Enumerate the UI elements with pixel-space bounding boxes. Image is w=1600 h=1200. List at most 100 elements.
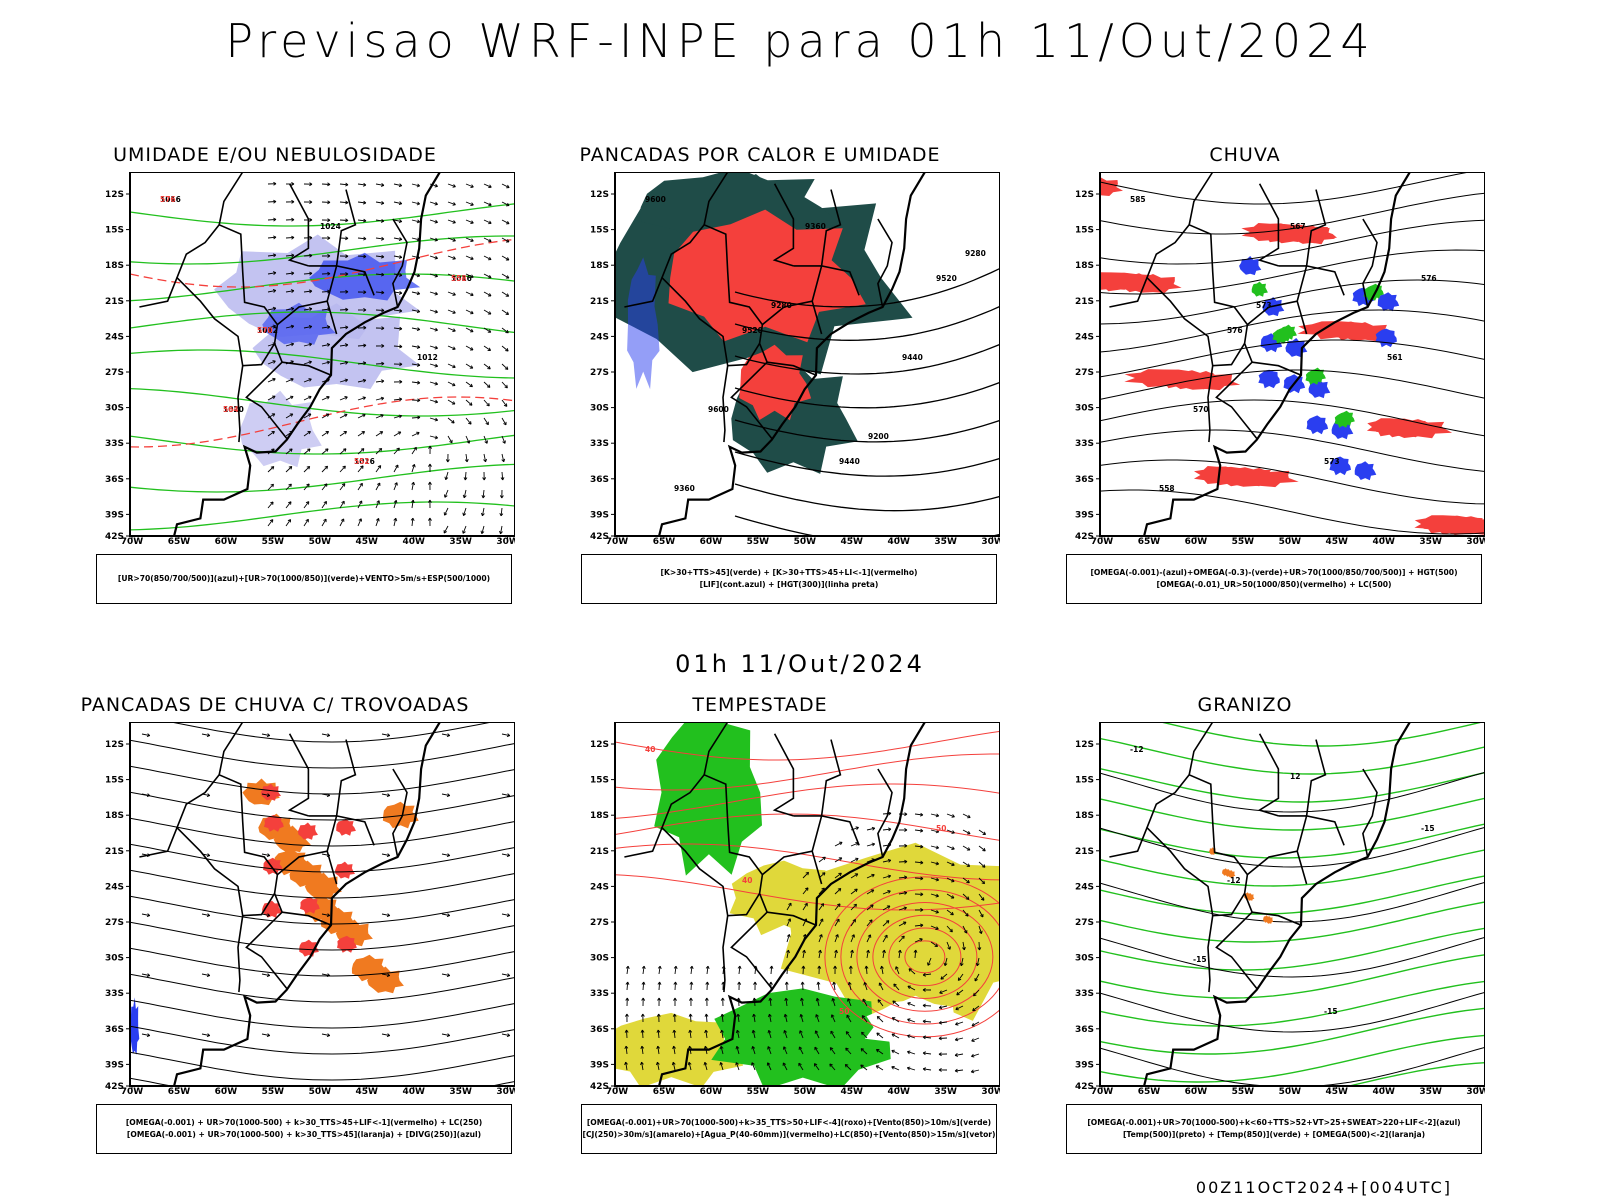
wind-vector — [339, 379, 348, 383]
wind-vector-head — [272, 288, 277, 293]
wind-vector-head — [641, 965, 646, 969]
wind-vector — [978, 845, 986, 852]
lat-label: 36S — [590, 1025, 609, 1035]
wind-vector-head — [398, 201, 403, 206]
wind-vector-head — [888, 827, 892, 832]
wind-vector — [501, 291, 509, 297]
wind-vector-head — [499, 513, 504, 517]
panel-pancadas-calor: PANCADAS POR CALOR E UMIDADE 9600 9520 944… — [540, 144, 1000, 622]
contour-line — [734, 451, 1000, 477]
wind-vector-head — [982, 847, 986, 852]
wind-vector — [447, 291, 456, 296]
wind-vector-head — [505, 239, 510, 243]
map-line — [772, 733, 795, 817]
wind-vector-head — [641, 997, 646, 1001]
wind-vector-head — [482, 477, 487, 481]
lon-label: 35W — [934, 537, 957, 547]
map-frame — [1099, 722, 1485, 1087]
map-line — [139, 827, 178, 858]
wind-vector — [285, 254, 295, 257]
wind-vector — [955, 1021, 964, 1026]
panel-tempestade: TEMPESTADE 40 40 50 50 12S 15S 18S 21S 24S 27S 30S… — [540, 694, 1000, 1172]
wind-vector-head — [470, 238, 474, 243]
wind-vector-head — [363, 182, 367, 187]
wind-vector-head — [673, 981, 678, 985]
wind-vector — [818, 887, 825, 895]
wind-vector-head — [487, 329, 492, 333]
wind-vector-head — [878, 982, 883, 986]
wind-vector-head — [831, 998, 836, 1002]
panel-pancadas-trovoadas: PANCADAS DE CHUVA C/ TROVOADAS 12S 15S 18S… — [55, 694, 515, 1172]
lat-label: 36S — [1075, 1025, 1094, 1035]
lon-label: 40W — [887, 1087, 910, 1097]
wind-vector-head — [880, 965, 884, 970]
contour-line — [1100, 1007, 1485, 1055]
wind-vector-head — [965, 913, 969, 917]
wind-vector-head — [463, 477, 468, 481]
wind-vector-head — [449, 439, 453, 444]
wind-vector — [303, 361, 312, 365]
wind-vector-head — [782, 1062, 787, 1066]
wind-vector-head — [451, 420, 455, 424]
lon-label: 65W — [168, 1087, 191, 1097]
contour-line — [615, 783, 1000, 819]
wind-vector-head — [434, 201, 438, 206]
wind-vector-head — [505, 329, 509, 334]
map-line — [877, 218, 893, 308]
wind-vector — [339, 219, 349, 221]
wind-vector — [285, 413, 294, 419]
wind-vector-head — [272, 377, 276, 382]
shaded-area — [1305, 369, 1322, 385]
contour-label: 9360 — [674, 484, 695, 493]
wind-vector-head — [344, 360, 349, 365]
map-line — [237, 915, 244, 993]
wind-vector — [261, 733, 270, 737]
wind-vector-head — [897, 949, 902, 954]
wind-vector-head — [966, 879, 970, 884]
map-line — [772, 183, 795, 267]
wind-vector-head — [434, 399, 439, 404]
wind-vector-head — [875, 1065, 880, 1069]
wind-vector — [768, 1014, 772, 1023]
shaded-area — [711, 988, 891, 1086]
wind-vector-head — [345, 272, 349, 276]
wind-vector-head — [871, 826, 876, 831]
wind-vector-head — [640, 1045, 645, 1049]
wind-vector — [267, 466, 275, 473]
wind-vector — [782, 1062, 788, 1071]
wind-vector — [261, 1033, 270, 1037]
wind-vector-head — [805, 871, 810, 876]
wind-vector-head — [381, 254, 385, 259]
wind-vector-head — [291, 271, 295, 276]
wind-vector — [893, 983, 900, 991]
wind-vector — [411, 482, 415, 491]
wind-vector — [482, 489, 485, 499]
wind-vector-head — [855, 826, 859, 830]
shaded-area — [1251, 281, 1268, 297]
contour-line — [1100, 849, 1485, 887]
wind-vector-head — [656, 1045, 661, 1050]
wind-vector-head — [836, 918, 840, 923]
shaded-area — [337, 935, 357, 953]
wind-vector-head — [922, 1019, 926, 1024]
lon-label: 60W — [1185, 537, 1208, 547]
wind-vector — [944, 957, 948, 966]
wind-vector — [834, 934, 839, 943]
shaded-area — [615, 1012, 744, 1086]
wind-vector-head — [416, 431, 420, 436]
wind-vector — [429, 363, 438, 367]
wind-vector-head — [821, 872, 826, 876]
contour-line — [130, 203, 515, 227]
wind-vector — [814, 1046, 820, 1055]
wind-vector — [704, 1062, 708, 1071]
wind-vector — [339, 448, 347, 455]
shaded-area — [1263, 915, 1271, 923]
wind-vector-head — [735, 1062, 739, 1066]
wind-vector — [375, 448, 383, 455]
wind-vector-head — [935, 845, 940, 850]
wind-vector-head — [845, 1031, 850, 1035]
contour-line — [904, 940, 946, 974]
wind-vector-head — [485, 421, 489, 426]
wind-vector-head — [399, 379, 403, 384]
lon-label: 60W — [700, 1087, 723, 1097]
